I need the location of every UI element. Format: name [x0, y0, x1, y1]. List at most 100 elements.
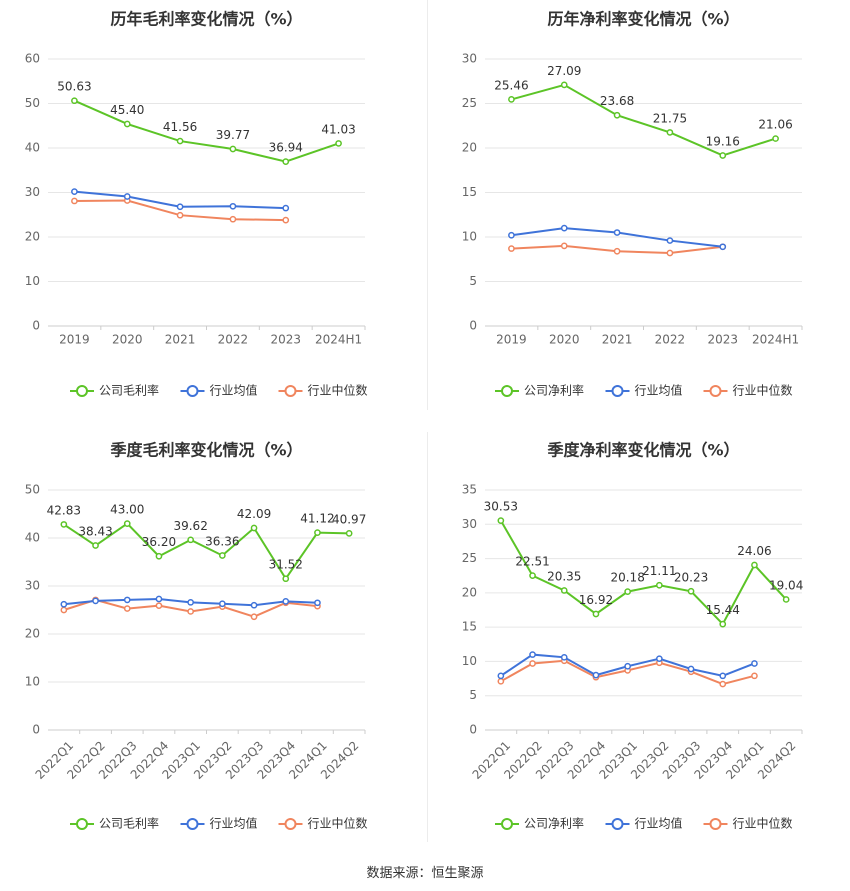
- y-tick-label: 0: [469, 319, 477, 333]
- chart-svg: 历年毛利率变化情况（%） 0 10 20 30 40 50 60 2019 2020 2021 202…: [25, 10, 368, 398]
- y-tick-label: 20: [25, 230, 40, 244]
- data-point-median: [560, 242, 568, 250]
- data-point-company: [592, 610, 600, 618]
- y-tick-label: 10: [462, 654, 477, 668]
- data-label: 50.63: [57, 80, 91, 94]
- legend-marker-icon: [76, 385, 88, 397]
- data-point-median: [282, 216, 290, 224]
- data-point-company: [345, 529, 353, 537]
- data-point-company: [508, 96, 515, 103]
- data-point-median: [123, 605, 131, 612]
- x-tick-label: 2019: [496, 333, 527, 347]
- legend-item-median[interactable]: 行业中位数: [703, 816, 793, 831]
- data-point-median: [508, 245, 515, 252]
- annual-net-margin-chart: 历年净利率变化情况（%） 0 5 10 15 20 25 30 2019 2020 2021 2022…: [425, 0, 850, 430]
- y-tick-label: 50: [25, 483, 40, 497]
- data-point-company: [497, 517, 505, 525]
- quarterly-net-margin-chart: 季度净利率变化情况（%） 0 5 10 15 20 25 30 35 2022Q1 2022Q2 20…: [425, 430, 850, 870]
- data-label: 27.09: [547, 64, 581, 78]
- legend-item-company[interactable]: 公司毛利率: [70, 816, 159, 831]
- data-point-company: [282, 158, 290, 165]
- data-point-company: [529, 572, 536, 579]
- legend-marker-icon: [501, 385, 513, 397]
- data-point-avg: [155, 595, 163, 603]
- legend-label: 行业中位数: [733, 383, 793, 398]
- data-label: 45.40: [110, 103, 144, 117]
- data-label: 42.83: [47, 503, 81, 517]
- legend-item-avg[interactable]: 行业均值: [180, 383, 258, 398]
- y-tick-label: 5: [469, 274, 477, 288]
- y-tick-label: 30: [25, 185, 40, 199]
- data-label: 40.97: [332, 512, 366, 526]
- data-point-company: [751, 561, 758, 569]
- y-tick-label: 25: [462, 96, 477, 110]
- series-line-company: [511, 83, 776, 157]
- data-point-avg: [624, 662, 632, 670]
- legend-marker-icon: [76, 818, 88, 830]
- x-tick-label: 2021: [602, 333, 633, 347]
- data-label: 36.36: [205, 534, 239, 548]
- data-point-avg: [282, 204, 290, 212]
- data-point-median: [187, 608, 194, 615]
- legend-item-avg[interactable]: 行业均值: [605, 383, 683, 398]
- data-point-avg: [123, 596, 131, 604]
- legend-marker-icon: [709, 385, 722, 397]
- legend-item-avg[interactable]: 行业均值: [180, 816, 258, 831]
- annual-gross-margin-chart: 历年毛利率变化情况（%） 0 10 20 30 40 50 60 2019 2020 2021 202…: [0, 0, 425, 430]
- data-point-median: [60, 606, 68, 614]
- data-label: 39.62: [173, 519, 207, 533]
- panel-divider-bottom: [427, 432, 428, 842]
- data-point-avg: [219, 600, 226, 608]
- legend-item-median[interactable]: 行业中位数: [703, 383, 793, 398]
- data-point-company: [656, 581, 663, 589]
- data-label: 41.03: [321, 122, 355, 136]
- data-label: 36.20: [142, 535, 176, 549]
- data-point-median: [751, 672, 758, 680]
- data-label: 16.92: [579, 593, 613, 607]
- series-line-company: [499, 520, 787, 626]
- legend-item-median[interactable]: 行业中位数: [278, 816, 368, 831]
- data-label: 39.77: [216, 128, 250, 142]
- legend-item-company[interactable]: 公司净利率: [495, 816, 584, 831]
- y-tick-label: 15: [462, 185, 477, 199]
- data-point-company: [282, 575, 290, 583]
- data-point-median: [613, 247, 621, 255]
- y-tick-label: 15: [462, 620, 477, 634]
- legend-marker-icon: [186, 385, 199, 397]
- data-point-company: [155, 552, 163, 560]
- panel-divider-top: [427, 0, 428, 410]
- y-tick-label: 50: [25, 96, 40, 110]
- data-label: 20.23: [674, 570, 708, 584]
- data-point-company: [229, 145, 237, 153]
- x-tick-label: 2020: [112, 333, 143, 347]
- data-source-note: 数据来源：恒生聚源: [366, 866, 484, 881]
- series-line-company: [63, 522, 350, 581]
- legend-marker-icon: [186, 818, 199, 830]
- x-tick-label: 2024H1: [752, 333, 799, 347]
- legend-item-company[interactable]: 公司净利率: [495, 383, 584, 398]
- legend-item-company[interactable]: 公司毛利率: [70, 383, 159, 398]
- y-tick-label: 25: [462, 551, 477, 565]
- legend-marker-icon: [501, 818, 513, 830]
- y-tick-label: 40: [25, 141, 40, 155]
- legend-marker-icon: [284, 818, 297, 830]
- data-label: 43.00: [110, 503, 144, 517]
- x-tick-label: 2021: [165, 333, 196, 347]
- data-label: 15.44: [706, 603, 740, 617]
- y-tick-label: 30: [462, 52, 477, 66]
- data-point-avg: [751, 660, 758, 667]
- data-label: 42.09: [237, 507, 271, 521]
- data-point-avg: [60, 600, 68, 608]
- data-label: 24.06: [737, 544, 771, 558]
- data-point-company: [314, 529, 321, 536]
- data-point-median: [497, 677, 505, 685]
- y-tick-label: 40: [25, 531, 40, 545]
- data-point-avg: [560, 224, 568, 232]
- y-tick-label: 0: [32, 319, 40, 333]
- legend-label: 公司净利率: [524, 383, 584, 398]
- legend-item-median[interactable]: 行业中位数: [278, 383, 368, 398]
- data-label: 30.53: [484, 500, 518, 514]
- legend-item-avg[interactable]: 行业均值: [605, 816, 683, 831]
- y-tick-label: 10: [25, 675, 40, 689]
- y-tick-label: 20: [462, 585, 477, 599]
